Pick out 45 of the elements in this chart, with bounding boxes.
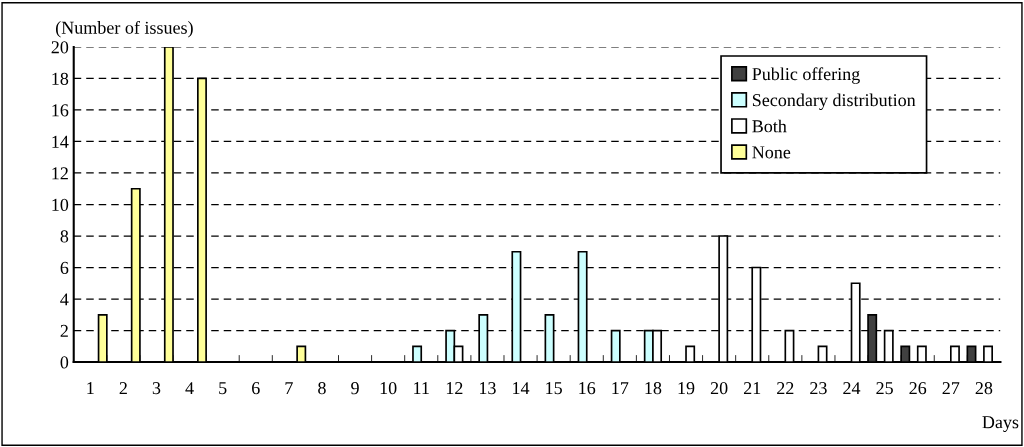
x-tick-label: 13: [480, 382, 496, 395]
y-tick-label: 4: [60, 293, 69, 306]
x-tick-label: 16: [579, 382, 596, 395]
x-tick-label: 5: [219, 382, 227, 395]
x-tick-label: 28: [975, 382, 993, 395]
x-tick-label: 24: [843, 382, 861, 395]
x-tick-label: 7: [285, 382, 293, 395]
x-tick-label: 23: [810, 382, 827, 395]
y-tick-label: 8: [60, 230, 69, 243]
x-tick-label: 19: [678, 382, 695, 395]
x-tick-label: 14: [513, 382, 530, 395]
x-tick-label: 6: [252, 382, 260, 395]
x-tick-label: 8: [318, 382, 326, 395]
x-tick-label: 11: [414, 382, 429, 395]
legend-label: Secondary distribution: [752, 93, 916, 110]
x-tick-label: 22: [777, 382, 794, 395]
x-tick-label: 21: [743, 382, 761, 395]
y-tick-label: 10: [52, 198, 69, 211]
x-tick-label: 18: [645, 382, 662, 395]
x-tick-label: 12: [446, 382, 463, 395]
y-tick-label: 16: [52, 104, 69, 117]
x-axis-title: Days: [982, 416, 1019, 433]
x-tick-label: 27: [942, 382, 960, 395]
legend-label: Both: [752, 119, 787, 133]
x-tick-label: 20: [710, 382, 728, 395]
x-tick-label: 1: [87, 382, 94, 395]
x-tick-label: 2: [119, 382, 127, 395]
legend-label: None: [752, 146, 791, 159]
y-axis-title: (Number of issues): [55, 20, 193, 38]
y-tick-label: 2: [60, 324, 68, 337]
y-tick-label: 18: [52, 72, 69, 85]
y-tick-label: 6: [60, 261, 69, 274]
x-tick-label: 25: [876, 382, 893, 395]
x-tick-label: 17: [612, 382, 629, 395]
y-tick-label: 14: [52, 135, 69, 148]
legend-label: Public offering: [752, 67, 860, 84]
x-tick-label: 3: [152, 382, 161, 395]
x-tick-label: 15: [546, 382, 562, 395]
y-tick-label: 20: [51, 41, 69, 54]
x-tick-label: 26: [909, 382, 927, 395]
x-tick-label: 10: [380, 382, 397, 395]
y-tick-label: 0: [60, 356, 69, 369]
y-tick-label: 12: [52, 167, 68, 180]
x-tick-label: 9: [351, 382, 359, 395]
x-tick-label: 4: [185, 382, 194, 395]
